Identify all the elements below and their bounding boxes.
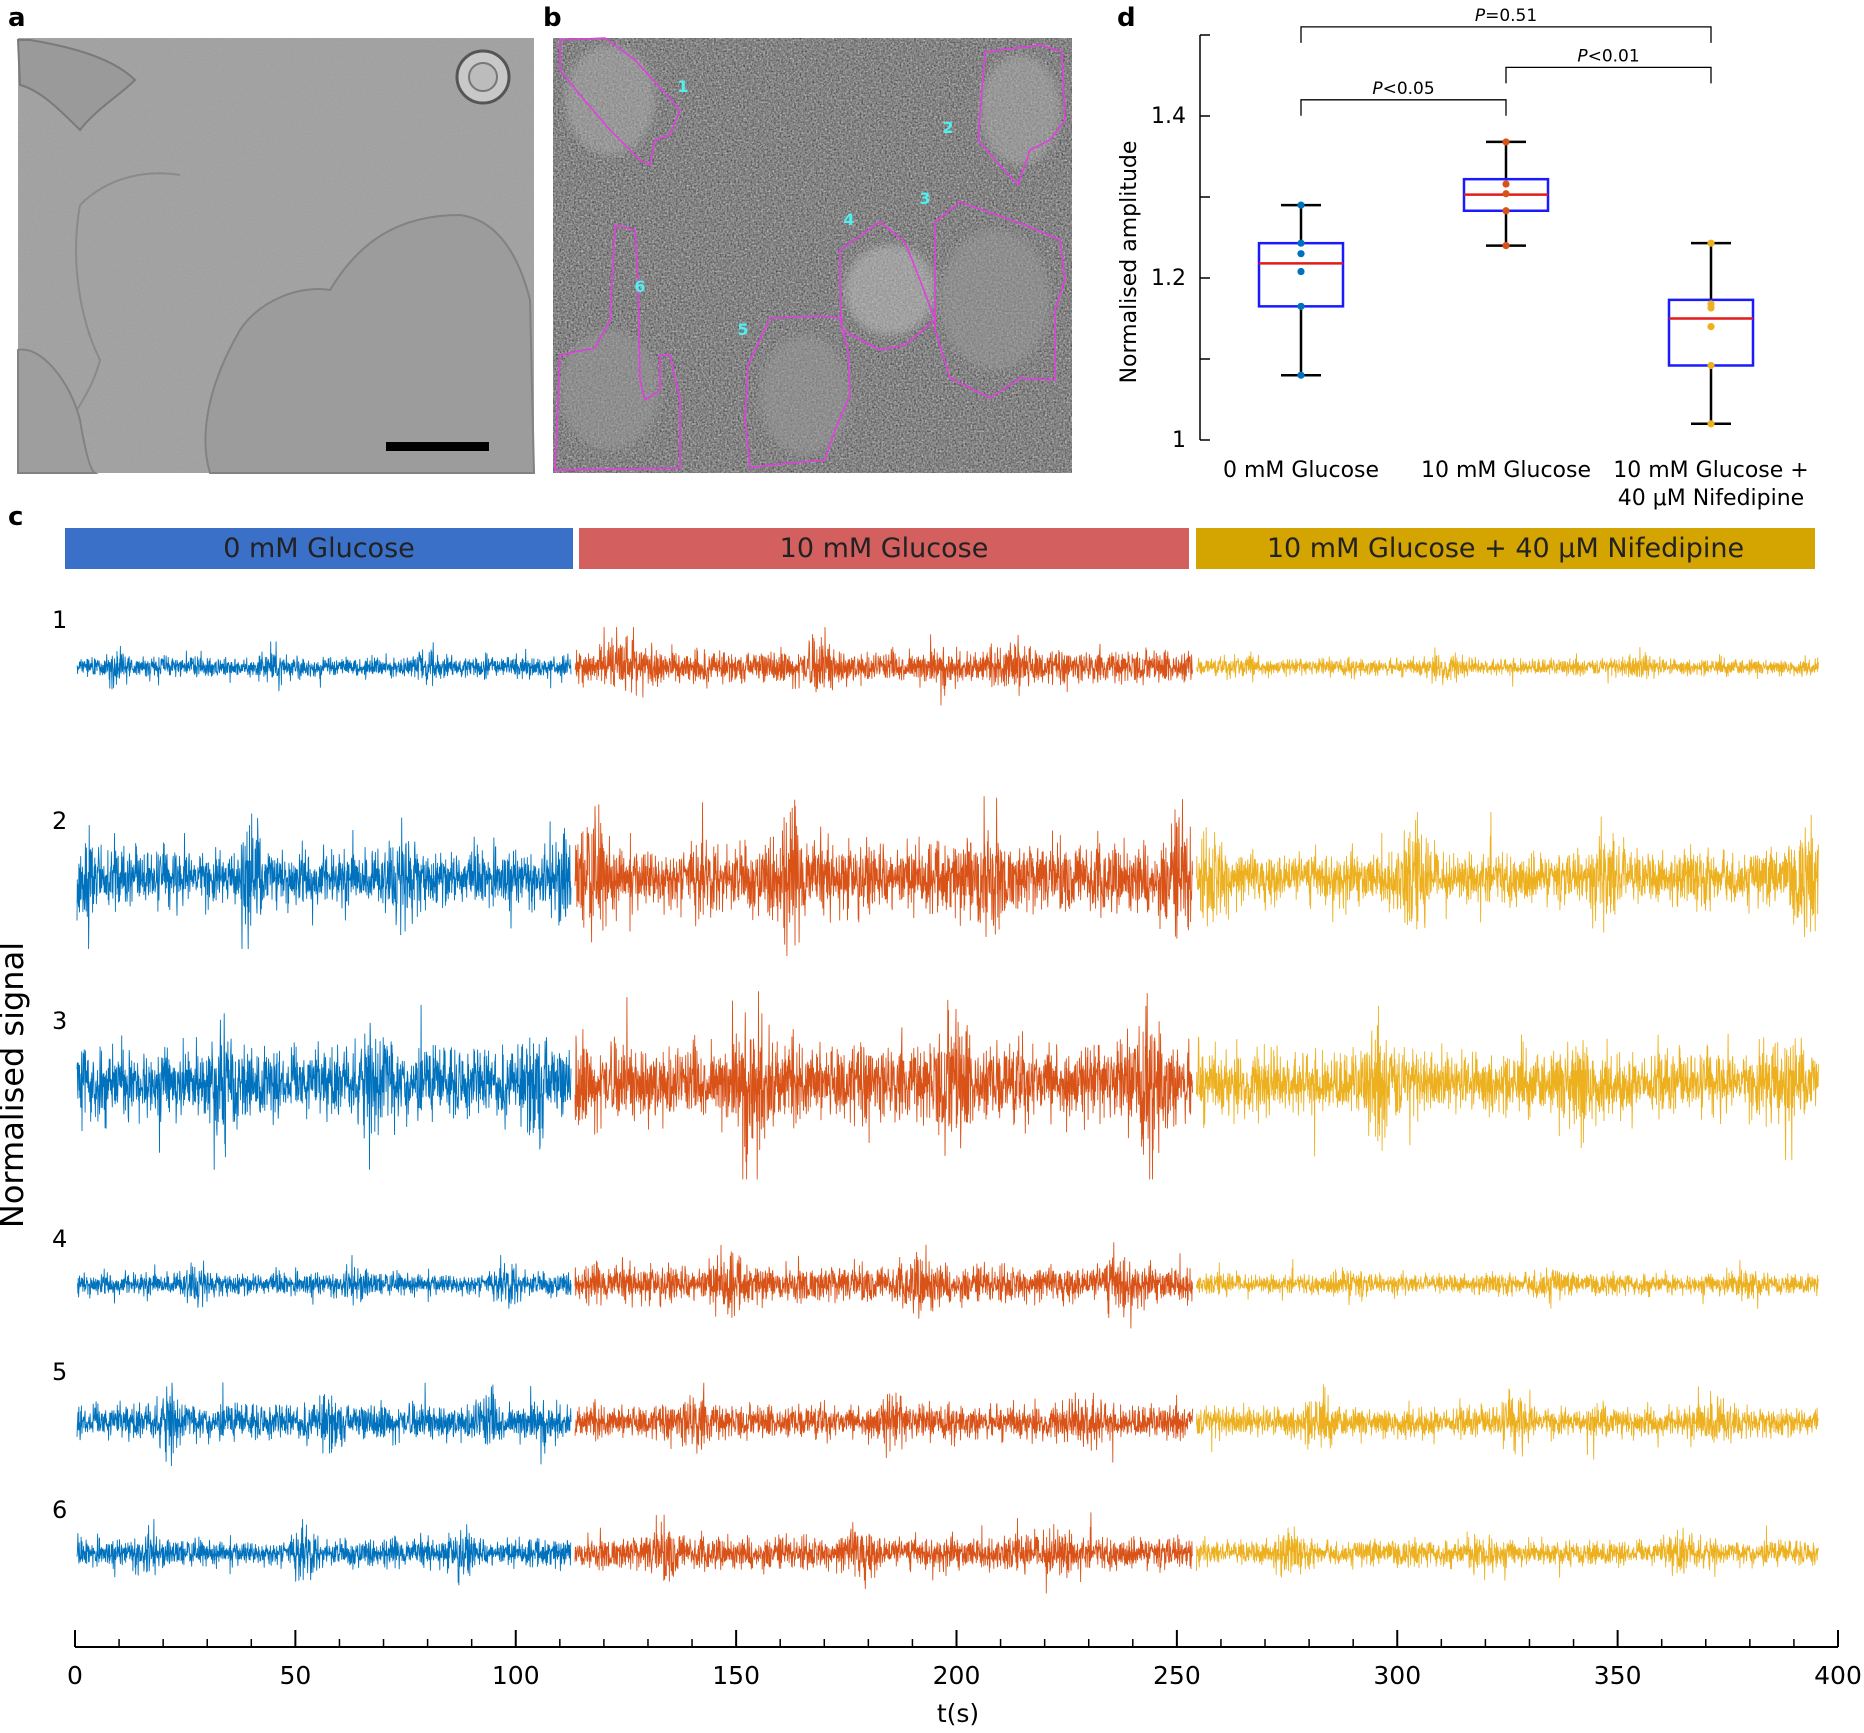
trace-1-segment [1196, 646, 1819, 687]
micrograph-brightfield [16, 38, 536, 474]
condition-bar-label: 0 mM Glucose [223, 533, 415, 564]
box-data-point [1707, 239, 1715, 247]
trace-label-2: 2 [52, 807, 67, 835]
boxplot-y-tick-label: 1.2 [1151, 266, 1186, 291]
box-data-point [1502, 138, 1510, 146]
traces-x-tick-label: 50 [279, 1661, 311, 1690]
boxplot-y-tick-label: 1.4 [1151, 104, 1186, 129]
significance-label: P<0.05 [1372, 79, 1434, 99]
roi-label-3: 3 [919, 189, 930, 208]
traces-x-tick-label: 300 [1373, 1661, 1421, 1690]
signal-traces: 1 2 3 4 5 6 [52, 606, 1819, 1594]
condition-bar [1196, 528, 1815, 569]
box-data-point [1707, 323, 1715, 331]
traces-x-tick-label: 400 [1814, 1661, 1862, 1690]
boxplot-category-label: 0 mM Glucose [1223, 458, 1379, 483]
box-data-point [1297, 239, 1305, 247]
trace-1-segment [76, 641, 572, 692]
trace-label-3: 3 [52, 1007, 67, 1035]
box-data-point [1297, 250, 1305, 258]
box-data-point [1502, 242, 1510, 250]
significance-bracket [1505, 66, 1712, 84]
trace-2-segment [574, 796, 1193, 957]
trace-3-segment [76, 1004, 572, 1170]
boxplot-category-label: 10 mM Glucose + [1613, 458, 1808, 483]
roi-label-4: 4 [843, 210, 854, 229]
traces-x-tick-label: 150 [712, 1661, 760, 1690]
trace-4-segment [1196, 1259, 1819, 1309]
scale-bar [386, 442, 489, 451]
panel-a-label: a [8, 3, 26, 33]
trace-2-segment [76, 813, 572, 950]
box-data-point [1707, 304, 1715, 312]
boxplot-y-tick-label: 1 [1172, 428, 1186, 453]
condition-bar-label: 10 mM Glucose + 40 μM Nifedipine [1267, 533, 1744, 564]
box-data-point [1297, 201, 1305, 209]
roi-label-6: 6 [634, 277, 645, 296]
traces-y-axis-label: Normalised signal [0, 942, 31, 1228]
significance-bracket [1300, 99, 1507, 116]
traces-x-tick-label: 250 [1153, 1661, 1201, 1690]
box-data-point [1502, 190, 1510, 198]
trace-label-6: 6 [52, 1496, 67, 1524]
trace-2-segment [1196, 812, 1819, 938]
roi-label-2: 2 [942, 118, 953, 137]
roi-labels: 1 2 3 4 5 6 [634, 77, 953, 339]
trace-1-segment [574, 626, 1193, 706]
boxplot-y-axis-label: Normalised amplitude [1117, 141, 1142, 384]
box-data-point [1297, 267, 1305, 276]
traces-x-axis: 0 50 100 150 200 250 300 350 400 [67, 1630, 1862, 1690]
traces-x-axis-label: t(s) [937, 1699, 979, 1728]
box-data-point [1502, 180, 1510, 188]
traces-x-tick-label: 350 [1594, 1661, 1642, 1690]
trace-4-segment [76, 1254, 572, 1309]
condition-bar [579, 528, 1189, 569]
box-data-point [1707, 361, 1715, 370]
boxplot-category-label: 40 μM Nifedipine [1618, 486, 1804, 511]
traces-x-tick-label: 200 [933, 1661, 981, 1690]
roi-label-1: 1 [677, 77, 688, 96]
box-data-point [1707, 420, 1715, 428]
trace-label-4: 4 [52, 1225, 67, 1253]
trace-5-segment [574, 1382, 1193, 1463]
panel-c-label: c [8, 502, 23, 532]
trace-3-segment [574, 991, 1193, 1180]
box-data-point [1297, 371, 1305, 379]
box-data-point [1502, 207, 1510, 215]
traces-x-tick-label: 0 [67, 1661, 83, 1690]
condition-bar-label: 10 mM Glucose [780, 533, 989, 564]
micrograph-fluorescence [553, 37, 1072, 473]
trace-5-segment [1196, 1384, 1819, 1460]
trace-6-segment [574, 1512, 1193, 1594]
roi-label-5: 5 [737, 320, 748, 339]
panel-b-label: b [543, 3, 562, 33]
significance-label: P<0.01 [1577, 46, 1639, 66]
trace-6-segment [1196, 1525, 1819, 1581]
condition-bars: 0 mM Glucose 10 mM Glucose 10 mM Glucose +… [65, 528, 1815, 569]
traces-x-tick-label: 100 [492, 1661, 540, 1690]
boxplot-category-label: 10 mM Glucose [1421, 458, 1591, 483]
trace-3-segment [1196, 1005, 1819, 1161]
trace-label-5: 5 [52, 1358, 67, 1386]
trace-label-1: 1 [52, 606, 67, 634]
panel-d-label: d [1117, 3, 1136, 33]
trace-4-segment [574, 1242, 1193, 1329]
significance-bracket [1300, 26, 1712, 43]
significance-label: P=0.51 [1475, 6, 1537, 26]
trace-6-segment [76, 1518, 572, 1586]
trace-5-segment [76, 1382, 572, 1467]
box-data-point [1297, 302, 1305, 310]
condition-bar [65, 528, 573, 569]
boxplot-panel: Normalised amplitude 1 1.2 1.4 0 mM Glucose… [1117, 6, 1809, 511]
